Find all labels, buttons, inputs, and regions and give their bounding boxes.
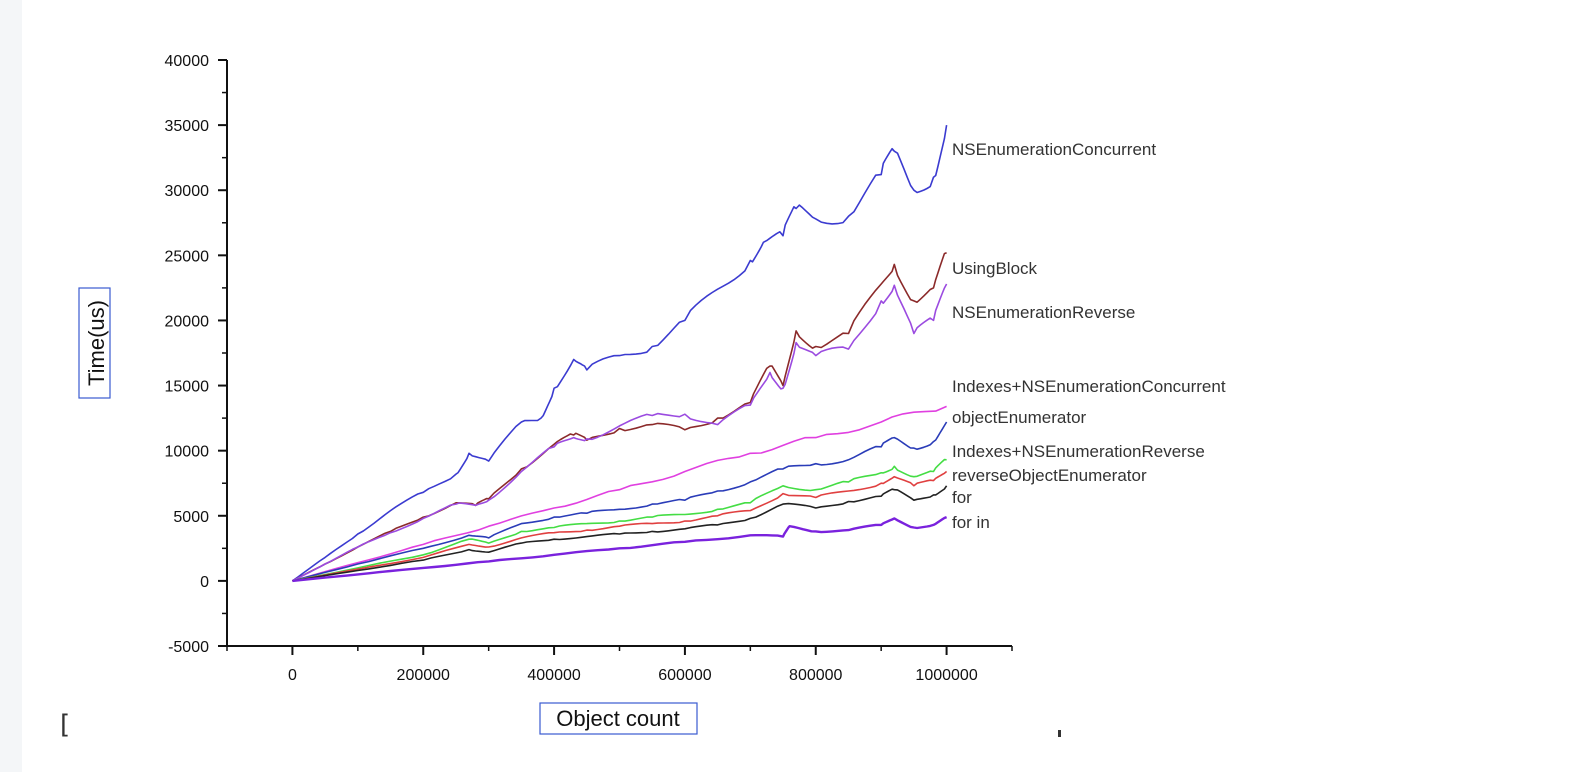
y-tick-label: 35000 bbox=[165, 118, 210, 135]
y-axis-title-box bbox=[78, 287, 111, 399]
x-axis-title: Object count bbox=[556, 706, 680, 731]
page: -5000 0 5000 10000 15000 20000 25000 30000 35000… bbox=[22, 0, 1578, 772]
series-label: NSEnumerationReverse bbox=[952, 303, 1135, 322]
y-tick-label: 25000 bbox=[165, 248, 210, 265]
series-label: Indexes+NSEnumerationReverse bbox=[952, 442, 1205, 461]
series-label: for bbox=[952, 488, 972, 507]
series-line bbox=[291, 124, 948, 582]
chart-axis-titles: Object count Time(us) bbox=[78, 287, 698, 735]
series-line bbox=[292, 458, 947, 582]
y-tick-label: 0 bbox=[200, 574, 209, 591]
x-tick-label: 800000 bbox=[789, 667, 842, 684]
series-line bbox=[292, 470, 948, 582]
line-chart: -5000 0 5000 10000 15000 20000 25000 30000 35000… bbox=[78, 53, 1226, 735]
y-axis-title: Time(us) bbox=[84, 300, 109, 386]
series-line bbox=[292, 405, 947, 582]
chart-axes: -5000 0 5000 10000 15000 20000 25000 30000 35000… bbox=[165, 53, 1013, 684]
series-label: objectEnumerator bbox=[952, 408, 1087, 427]
series-label: Indexes+NSEnumerationConcurrent bbox=[952, 377, 1226, 396]
y-tick-label: -5000 bbox=[168, 639, 209, 656]
x-tick-label: 600000 bbox=[658, 667, 711, 684]
chart-series-labels: NSEnumerationConcurrent UsingBlock NSEnume… bbox=[952, 140, 1226, 532]
x-axis-title-box bbox=[539, 702, 698, 735]
y-tick-label: 30000 bbox=[165, 183, 210, 200]
chart-series bbox=[291, 124, 948, 583]
x-tick-label: 400000 bbox=[527, 667, 580, 684]
series-line bbox=[292, 251, 947, 582]
series-line bbox=[292, 283, 948, 582]
stray-mark bbox=[1058, 730, 1061, 737]
series-line bbox=[292, 515, 948, 583]
series-label: UsingBlock bbox=[952, 259, 1038, 278]
y-tick-label: 15000 bbox=[165, 379, 210, 396]
y-tick-label: 40000 bbox=[165, 53, 210, 70]
series-label: NSEnumerationConcurrent bbox=[952, 140, 1156, 159]
y-tick-label: 5000 bbox=[173, 509, 209, 526]
series-line bbox=[292, 485, 948, 582]
x-tick-label: 0 bbox=[288, 667, 297, 684]
series-label: reverseObjectEnumerator bbox=[952, 466, 1147, 485]
y-tick-label: 10000 bbox=[165, 444, 210, 461]
bracket-glyph: [ bbox=[60, 710, 71, 740]
x-tick-label: 200000 bbox=[397, 667, 450, 684]
series-label: for in bbox=[952, 513, 990, 532]
series-line bbox=[292, 421, 948, 582]
y-tick-label: 20000 bbox=[165, 313, 210, 330]
x-tick-label: 1000000 bbox=[915, 667, 977, 684]
